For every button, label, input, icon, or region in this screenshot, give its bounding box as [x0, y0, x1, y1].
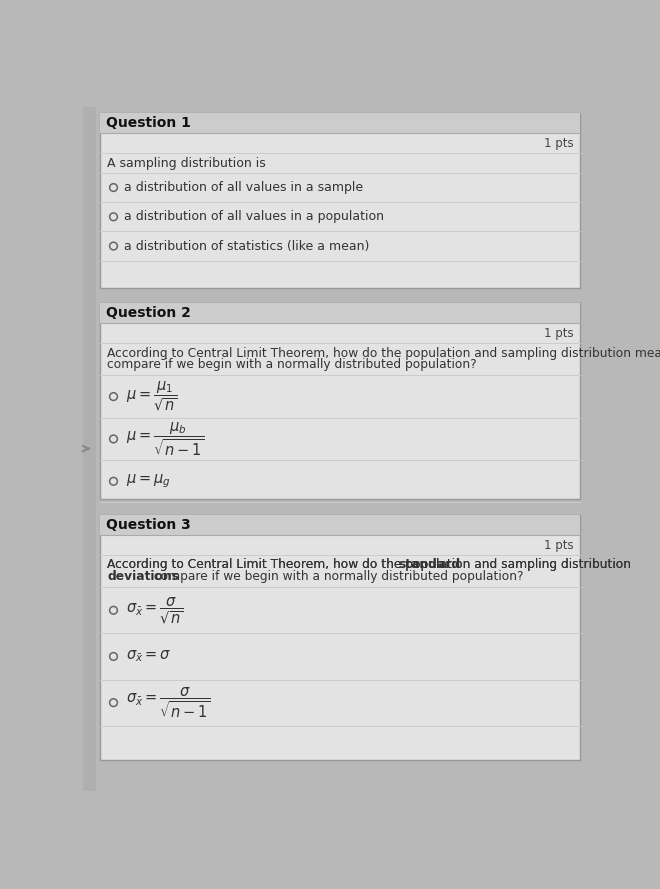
FancyBboxPatch shape [100, 515, 580, 535]
Text: compare if we begin with a normally distributed population?: compare if we begin with a normally dist… [150, 570, 523, 583]
Text: $\sigma_\bar{x} = \dfrac{\sigma}{\sqrt{n}}$: $\sigma_\bar{x} = \dfrac{\sigma}{\sqrt{n… [126, 595, 184, 626]
FancyBboxPatch shape [100, 113, 580, 288]
FancyBboxPatch shape [100, 303, 580, 323]
Text: $\sigma_\bar{x} = \dfrac{\sigma}{\sqrt{n-1}}$: $\sigma_\bar{x} = \dfrac{\sigma}{\sqrt{n… [126, 685, 211, 720]
Text: compare if we begin with a normally distributed population?: compare if we begin with a normally dist… [108, 358, 477, 371]
Text: A sampling distribution is: A sampling distribution is [108, 157, 266, 170]
Text: 1 pts: 1 pts [544, 137, 574, 150]
FancyBboxPatch shape [100, 303, 580, 500]
FancyBboxPatch shape [100, 113, 580, 132]
Text: a distribution of all values in a sample: a distribution of all values in a sample [124, 181, 364, 194]
Text: $\mu = \dfrac{\mu_1}{\sqrt{n}}$: $\mu = \dfrac{\mu_1}{\sqrt{n}}$ [126, 380, 178, 413]
Text: 1 pts: 1 pts [544, 327, 574, 340]
FancyBboxPatch shape [82, 107, 96, 791]
Text: $\mu = \mu_g$: $\mu = \mu_g$ [126, 472, 171, 490]
Text: deviations: deviations [108, 570, 179, 583]
Text: a distribution of statistics (like a mean): a distribution of statistics (like a mea… [124, 239, 370, 252]
FancyBboxPatch shape [100, 515, 580, 759]
Text: a distribution of all values in a population: a distribution of all values in a popula… [124, 211, 384, 223]
Text: According to Central Limit Theorem, how do the population and sampling distribut: According to Central Limit Theorem, how … [108, 551, 635, 579]
Text: According to Central Limit Theorem, how do the population and sampling distribut: According to Central Limit Theorem, how … [108, 347, 660, 359]
Text: $\sigma_\bar{x} = \sigma$: $\sigma_\bar{x} = \sigma$ [126, 649, 172, 664]
Text: Question 3: Question 3 [106, 517, 191, 532]
Text: According to Central Limit Theorem, how do the population and sampling distribut: According to Central Limit Theorem, how … [108, 558, 635, 572]
Text: $\mu = \dfrac{\mu_b}{\sqrt{n-1}}$: $\mu = \dfrac{\mu_b}{\sqrt{n-1}}$ [126, 420, 205, 458]
Text: 1 pts: 1 pts [544, 539, 574, 552]
Text: Question 1: Question 1 [106, 116, 191, 130]
Text: standard: standard [399, 558, 461, 572]
Text: Question 2: Question 2 [106, 306, 191, 320]
Text: According to Central Limit Theorem, how do the population and sampling distribut: According to Central Limit Theorem, how … [108, 558, 635, 572]
